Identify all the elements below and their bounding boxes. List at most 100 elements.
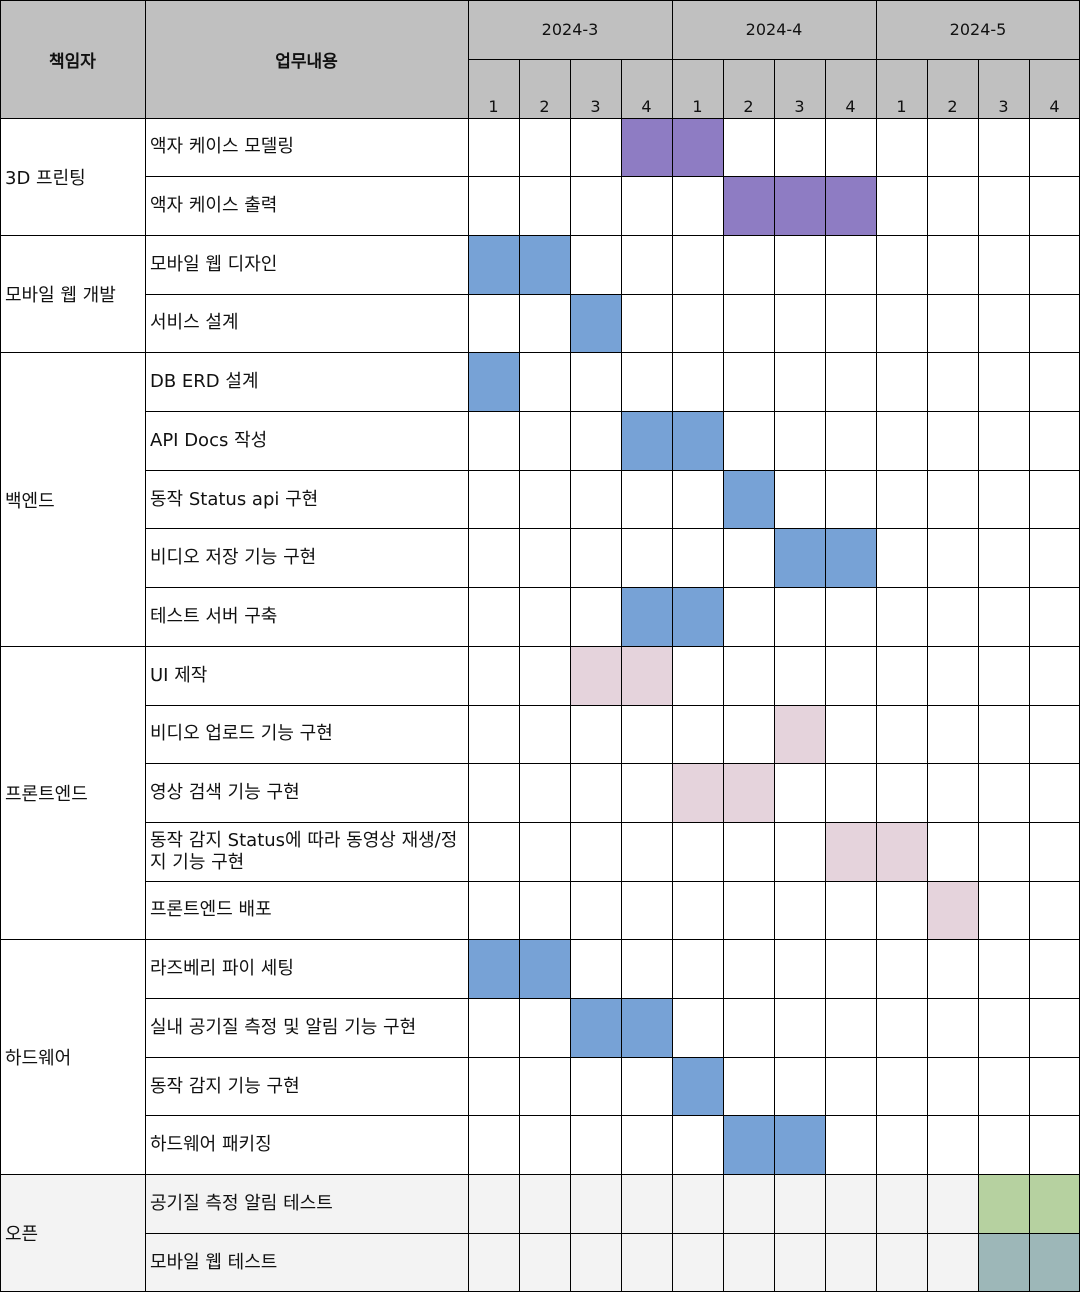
gantt-empty-cell: [468, 763, 519, 823]
gantt-empty-cell: [978, 763, 1029, 823]
gantt-empty-cell: [672, 1115, 723, 1175]
gantt-empty-cell: [876, 763, 927, 823]
owner-column-header: 책임자: [49, 51, 96, 72]
gantt-empty-cell: [1029, 587, 1080, 647]
gantt-empty-cell: [570, 881, 621, 940]
gantt-empty-cell: [927, 118, 978, 177]
task-label: 모바일 웹 테스트: [145, 1233, 468, 1292]
gantt-empty-cell: [876, 294, 927, 353]
grid-line: [0, 234, 1080, 236]
grid-line: [722, 59, 724, 1292]
group-owner-label: 백엔드: [0, 352, 145, 647]
task-label: 프론트엔드 배포: [145, 881, 468, 940]
gantt-empty-cell: [774, 646, 825, 705]
gantt-empty-cell: [825, 1115, 876, 1175]
gantt-empty-cell: [672, 235, 723, 295]
gantt-empty-cell: [927, 763, 978, 823]
gantt-bar-cell: [672, 1057, 723, 1116]
gantt-empty-cell: [825, 1057, 876, 1116]
gantt-empty-cell: [672, 822, 723, 882]
gantt-empty-cell: [723, 1174, 774, 1234]
gantt-empty-cell: [978, 705, 1029, 764]
gantt-empty-cell: [621, 822, 672, 882]
gantt-empty-cell: [672, 528, 723, 588]
gantt-empty-cell: [927, 646, 978, 705]
grid-line: [144, 0, 146, 1292]
grid-line: [773, 59, 775, 1292]
gantt-empty-cell: [876, 1057, 927, 1116]
gantt-empty-cell: [672, 939, 723, 999]
gantt-empty-cell: [876, 881, 927, 940]
gantt-empty-cell: [927, 470, 978, 529]
grid-line: [145, 176, 1080, 178]
gantt-empty-cell: [1029, 294, 1080, 353]
task-label: 테스트 서버 구축: [145, 587, 468, 647]
gantt-empty-cell: [825, 763, 876, 823]
task-label: 라즈베리 파이 세팅: [145, 939, 468, 999]
group-owner-label: 하드웨어: [0, 939, 145, 1175]
gantt-empty-cell: [927, 528, 978, 588]
gantt-empty-cell: [468, 1174, 519, 1234]
gantt-empty-cell: [672, 176, 723, 236]
grid-line: [467, 0, 469, 1292]
gantt-empty-cell: [927, 705, 978, 764]
gantt-empty-cell: [978, 939, 1029, 999]
task-label: 액자 케이스 모델링: [145, 118, 468, 177]
gantt-empty-cell: [825, 235, 876, 295]
gantt-empty-cell: [876, 176, 927, 236]
gantt-empty-cell: [1029, 939, 1080, 999]
task-label: 영상 검색 기능 구현: [145, 763, 468, 823]
gantt-empty-cell: [570, 939, 621, 999]
grid-line: [145, 293, 1080, 295]
gantt-empty-cell: [723, 705, 774, 764]
gantt-empty-cell: [1029, 705, 1080, 764]
task-label: 실내 공기질 측정 및 알림 기능 구현: [145, 998, 468, 1058]
gantt-empty-cell: [978, 235, 1029, 295]
gantt-empty-cell: [570, 528, 621, 588]
gantt-empty-cell: [519, 118, 570, 177]
gantt-empty-cell: [519, 1233, 570, 1292]
grid-line: [0, 1174, 1080, 1176]
gantt-empty-cell: [927, 352, 978, 412]
gantt-empty-cell: [876, 470, 927, 529]
gantt-bar-cell: [621, 998, 672, 1058]
gantt-bar-cell: [672, 118, 723, 177]
gantt-empty-cell: [468, 528, 519, 588]
gantt-empty-cell: [570, 822, 621, 882]
gantt-empty-cell: [876, 118, 927, 177]
task-label: DB ERD 설계: [145, 352, 468, 412]
gantt-empty-cell: [519, 881, 570, 940]
gantt-empty-cell: [876, 411, 927, 471]
gantt-empty-cell: [723, 1233, 774, 1292]
gantt-empty-cell: [825, 646, 876, 705]
gantt-empty-cell: [468, 1057, 519, 1116]
gantt-empty-cell: [723, 881, 774, 940]
gantt-empty-cell: [825, 881, 876, 940]
gantt-empty-cell: [621, 528, 672, 588]
gantt-bar-cell: [621, 587, 672, 647]
task-label: 하드웨어 패키징: [145, 1115, 468, 1175]
gantt-empty-cell: [774, 939, 825, 999]
week-header: 2: [539, 97, 550, 116]
gantt-empty-cell: [978, 176, 1029, 236]
gantt-empty-cell: [825, 118, 876, 177]
gantt-empty-cell: [774, 998, 825, 1058]
gantt-empty-cell: [927, 939, 978, 999]
gantt-empty-cell: [723, 235, 774, 295]
grid-line: [0, 352, 1080, 354]
gantt-empty-cell: [978, 411, 1029, 471]
gantt-empty-cell: [519, 1057, 570, 1116]
gantt-bar-cell: [723, 470, 774, 529]
gantt-empty-cell: [978, 118, 1029, 177]
gantt-empty-cell: [519, 587, 570, 647]
gantt-bar-cell: [468, 352, 519, 412]
gantt-empty-cell: [1029, 822, 1080, 882]
gantt-empty-cell: [519, 763, 570, 823]
gantt-empty-cell: [570, 352, 621, 412]
grid-line: [145, 821, 1080, 823]
gantt-empty-cell: [621, 235, 672, 295]
gantt-empty-cell: [978, 822, 1029, 882]
gantt-empty-cell: [1029, 470, 1080, 529]
gantt-bar-cell: [723, 1115, 774, 1175]
